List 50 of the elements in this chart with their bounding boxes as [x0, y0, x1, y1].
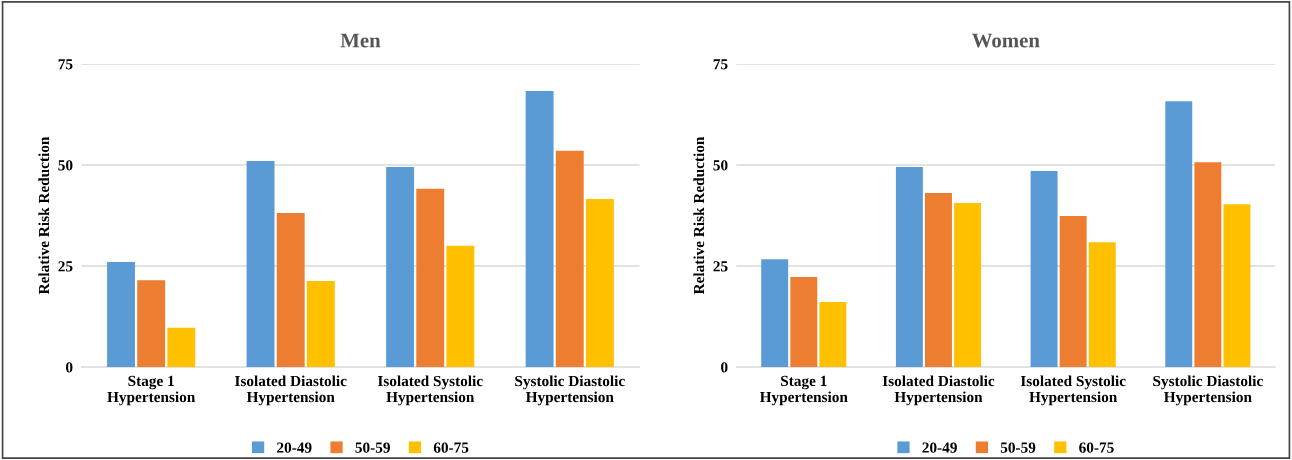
bar: [306, 280, 335, 368]
bar: [1165, 101, 1193, 368]
y-axis-title: Relative Risk Reduction: [38, 136, 50, 295]
bar: [137, 280, 166, 368]
y-tick-label: 75: [713, 59, 728, 70]
y-tick-label: 0: [66, 362, 73, 373]
chart-title: Women: [971, 33, 1040, 48]
bar: [1059, 215, 1087, 368]
x-tick-label: Stage 1 Hypertension: [107, 375, 196, 406]
bar: [167, 327, 196, 368]
chart-title: Men: [340, 33, 381, 48]
bar: [276, 213, 305, 368]
x-tick-label: Isolated Systolic Hypertension: [377, 375, 483, 406]
bar: [555, 150, 584, 368]
bar: [416, 188, 445, 368]
legend-label: 60-75: [433, 442, 469, 453]
legend-label: 50-59: [355, 442, 390, 453]
x-tick-label: Isolated Systolic Hypertension: [1020, 375, 1126, 406]
y-tick-label: 50: [58, 160, 73, 171]
y-tick-label: 0: [721, 362, 728, 373]
x-tick-label: Systolic Diastolic Hypertension: [1153, 375, 1263, 406]
y-tick-label: 25: [713, 261, 728, 272]
bar: [819, 302, 847, 368]
y-tick-label: 25: [58, 261, 73, 272]
bar: [790, 276, 818, 368]
bar: [1223, 204, 1251, 368]
bar: [107, 261, 135, 368]
bar: [761, 259, 789, 368]
bar: [1088, 242, 1116, 368]
y-tick-label: 50: [713, 160, 728, 171]
x-tick-label: Systolic Diastolic Hypertension: [515, 375, 625, 406]
legend-label: 50-59: [1000, 442, 1036, 453]
bar: [525, 91, 554, 368]
bar: [895, 167, 923, 368]
x-tick-label: Stage 1 Hypertension: [759, 375, 848, 406]
bar: [446, 245, 475, 368]
legend-label: 20-49: [922, 442, 957, 453]
legend-label: 20-49: [277, 442, 312, 453]
bar: [386, 167, 415, 368]
x-tick-label: Isolated Diastolic Hypertension: [234, 375, 347, 406]
bar: [585, 198, 614, 368]
y-tick-label: 75: [58, 59, 73, 70]
bar: [925, 192, 952, 368]
bar: [1194, 162, 1222, 368]
bar: [1030, 171, 1058, 368]
legend-label: 60-75: [1079, 442, 1114, 453]
y-axis-title: Relative Risk Reduction: [693, 136, 705, 295]
bar: [954, 202, 982, 368]
bar: [246, 160, 275, 368]
x-tick-label: Isolated Diastolic Hypertension: [882, 375, 995, 406]
